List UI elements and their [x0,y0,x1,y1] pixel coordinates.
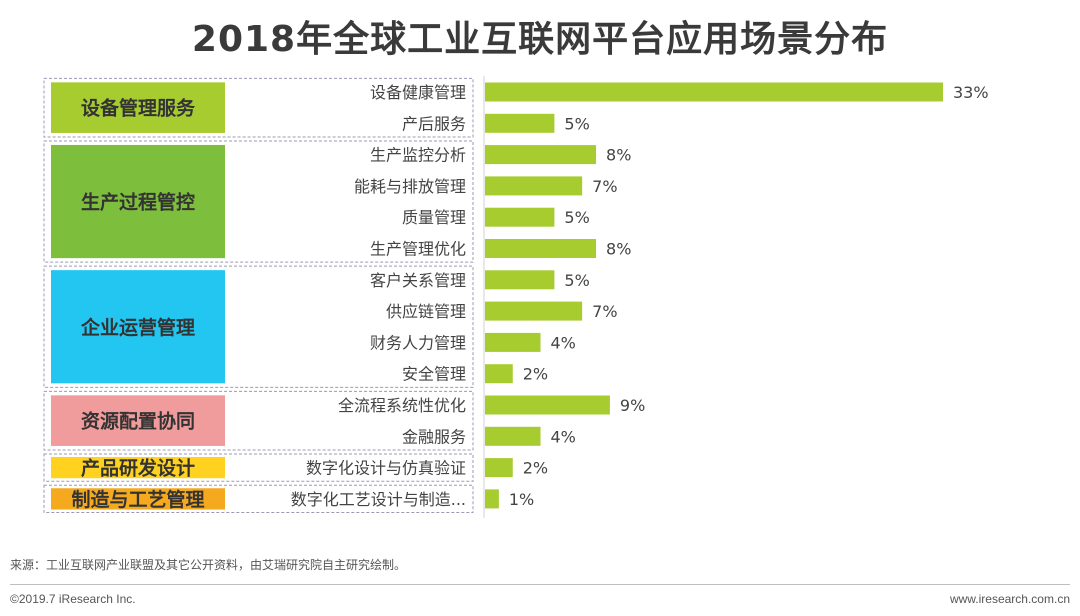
category-label: 客户关系管理 [370,271,466,290]
value-label: 7% [592,302,617,321]
group-label: 设备管理服务 [81,97,196,120]
bar [485,489,499,509]
category-label: 数字化工艺设计与制造... [291,490,466,509]
value-label: 8% [606,146,631,165]
group-box [51,144,225,259]
group-box [51,456,225,479]
copyright: ©2019.7 iResearch Inc. [10,592,136,606]
group-label: 制造与工艺管理 [71,488,204,511]
source-note: 来源：工业互联网产业联盟及其它公开资料，由艾瑞研究院自主研究绘制。 [10,558,407,572]
group-frame [43,453,474,482]
bar [485,301,583,321]
category-label: 供应链管理 [386,302,466,321]
category-label: 设备健康管理 [370,83,466,102]
category-label: 财务人力管理 [370,333,466,352]
value-label: 5% [564,114,589,133]
value-label: 5% [564,271,589,290]
value-label: 5% [564,208,589,227]
category-label: 全流程系统性优化 [338,396,466,415]
bar [485,176,583,196]
category-label: 质量管理 [402,208,466,227]
bar [485,145,597,165]
bar [485,364,513,384]
bar [485,426,541,446]
bar [485,113,555,133]
category-label: 生产管理优化 [370,240,466,259]
category-label: 生产监控分析 [370,146,466,165]
value-label: 9% [620,396,645,415]
bar [485,458,513,478]
bar [485,207,555,227]
group-label: 产品研发设计 [81,457,195,480]
value-label: 4% [551,333,576,352]
group-label: 生产过程管控 [81,191,195,214]
value-label: 33% [953,83,989,102]
bar [485,239,597,258]
value-label: 2% [523,459,548,478]
bar [485,395,610,415]
value-label: 1% [509,490,534,509]
category-label: 金融服务 [402,427,466,446]
value-label: 4% [551,427,576,446]
value-label: 2% [523,365,548,384]
chart-title: 2018年全球工业互联网平台应用场景分布 [191,19,889,60]
category-label: 数字化设计与仿真验证 [306,459,466,478]
bar [485,82,943,102]
group-label: 资源配置协同 [81,410,195,433]
group-label: 企业运营管理 [80,316,195,339]
group-box [51,488,225,510]
group-box [51,270,225,384]
bar [485,332,541,352]
value-label: 8% [606,240,631,259]
bar-chart: 设备管理服务 设备健康管理 33% 产后服务 5% 生产过程管控 生产监控分析 8% 能耗与排放… [43,76,989,518]
category-label: 安全管理 [402,365,466,384]
category-label: 能耗与排放管理 [354,177,466,196]
footer-divider [10,584,1070,585]
group-box [51,395,225,446]
bar [485,270,555,290]
category-label: 产后服务 [402,114,466,133]
group-frame [43,484,474,514]
website: www.iresearch.com.cn [949,592,1070,606]
group-box [51,82,225,133]
group-frame [43,77,474,138]
group-frame [43,390,474,451]
value-label: 7% [592,177,617,196]
